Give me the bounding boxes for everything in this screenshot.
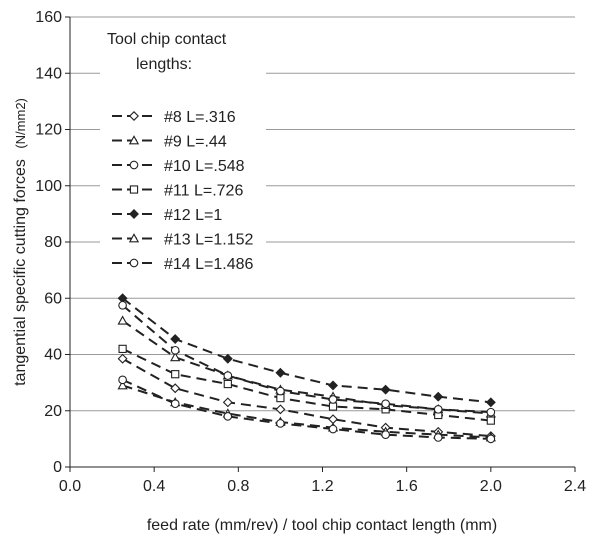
data-point <box>275 404 286 415</box>
data-point <box>328 424 338 434</box>
data-point <box>276 393 285 403</box>
x-tick-label: 0.8 <box>227 478 249 495</box>
data-point <box>117 315 128 325</box>
y-tick-label: 80 <box>44 234 62 251</box>
series-line <box>121 304 491 414</box>
legend-label: #9 L=.44 <box>164 134 227 151</box>
data-point <box>328 395 338 404</box>
data-point <box>117 380 128 390</box>
data-point <box>170 399 180 409</box>
y-axis-title-group: tangential specific cutting forces (N/mm… <box>12 98 29 386</box>
data-point <box>222 397 233 408</box>
data-point <box>170 334 181 345</box>
x-tick-label: 1.6 <box>396 478 418 495</box>
data-point <box>276 419 285 428</box>
data-point <box>381 399 390 409</box>
y-tick-label: 40 <box>44 347 62 364</box>
data-point <box>171 370 180 379</box>
legend-label: #14 L=1.486 <box>164 256 254 273</box>
legend: Tool chip contact lengths: #8 L=.316 #9 L… <box>100 24 266 273</box>
y-axis-unit: (N/mm2) <box>13 98 28 149</box>
data-point <box>328 380 338 391</box>
series-group <box>117 293 496 444</box>
y-tick-label: 100 <box>35 178 62 195</box>
data-point <box>328 402 338 411</box>
data-point <box>380 384 391 395</box>
legend-marker <box>129 185 139 194</box>
y-tick-label: 140 <box>35 65 62 82</box>
axes <box>65 16 576 472</box>
data-point <box>222 353 233 364</box>
data-point <box>118 375 127 385</box>
data-point <box>170 383 181 394</box>
data-point <box>276 386 285 396</box>
legend-label: #12 L=1 <box>164 207 222 224</box>
data-point <box>275 367 286 378</box>
series-line <box>122 347 491 422</box>
y-tick-label: 0 <box>53 459 62 476</box>
x-tick-label: 1.2 <box>311 478 333 495</box>
svg-text:tangential specific cutting fo: tangential specific cutting forces (N/mm… <box>12 98 29 386</box>
series-line <box>121 297 491 404</box>
legend-marker <box>129 258 139 268</box>
data-point <box>117 353 128 364</box>
y-tick-label: 60 <box>44 290 62 307</box>
data-point <box>223 371 233 380</box>
data-point <box>381 430 390 439</box>
legend-label: #8 L=.316 <box>164 109 236 126</box>
series-line <box>122 378 491 440</box>
series-line <box>122 384 491 439</box>
data-point <box>486 407 496 417</box>
legend-marker <box>129 160 139 170</box>
y-axis-title: tangential specific cutting forces <box>12 159 29 386</box>
legend-item: #12 L=1 <box>112 207 222 224</box>
x-tick-label: 2.0 <box>480 478 502 495</box>
data-point <box>223 379 232 389</box>
data-point <box>486 416 495 425</box>
data-point <box>170 351 181 362</box>
tick-labels: 0 20 40 60 80 100 120 140 160 0.0 0.4 0.8 1.2 1.6 2.0 2… <box>35 9 586 495</box>
legend-marker <box>128 135 140 145</box>
y-tick-label: 20 <box>44 403 62 420</box>
data-point <box>223 412 233 421</box>
legend-item: #14 L=1.486 <box>112 256 254 273</box>
data-point <box>170 345 180 355</box>
legend-item: #8 L=.316 <box>112 109 236 126</box>
data-point <box>118 300 127 310</box>
y-tick-label: 120 <box>35 122 62 139</box>
x-tick-label: 0.0 <box>59 478 81 495</box>
series-7 <box>118 300 496 417</box>
legend-item: #9 L=.44 <box>112 134 227 151</box>
legend-background <box>100 24 266 264</box>
series-5 <box>117 293 496 408</box>
series-line <box>122 357 491 438</box>
series-line <box>122 319 491 415</box>
legend-marker <box>128 233 140 243</box>
x-axis-title: feed rate (mm/rev) / tool chip contact l… <box>147 517 497 534</box>
y-tick-label: 160 <box>35 9 62 26</box>
legend-label: #13 L=1.152 <box>164 232 254 249</box>
legend-item: #10 L=.548 <box>112 158 245 175</box>
data-point <box>118 344 127 353</box>
legend-marker <box>129 111 139 121</box>
legend-item: #11 L=.726 <box>112 183 243 200</box>
data-point <box>486 434 496 444</box>
series-3 <box>118 375 496 444</box>
data-point <box>433 405 443 414</box>
x-tick-label: 0.4 <box>143 478 165 495</box>
legend-title-line2: lengths: <box>136 56 192 73</box>
legend-title-line1: Tool chip contact <box>107 31 227 48</box>
data-point <box>485 397 496 408</box>
legend-item: #13 L=1.152 <box>112 232 254 249</box>
legend-marker <box>129 209 139 219</box>
x-tick-label: 2.4 <box>564 478 586 495</box>
data-point <box>433 433 443 442</box>
legend-label: #11 L=.726 <box>164 183 243 200</box>
legend-label: #10 L=.548 <box>164 158 245 175</box>
data-point <box>433 391 444 402</box>
